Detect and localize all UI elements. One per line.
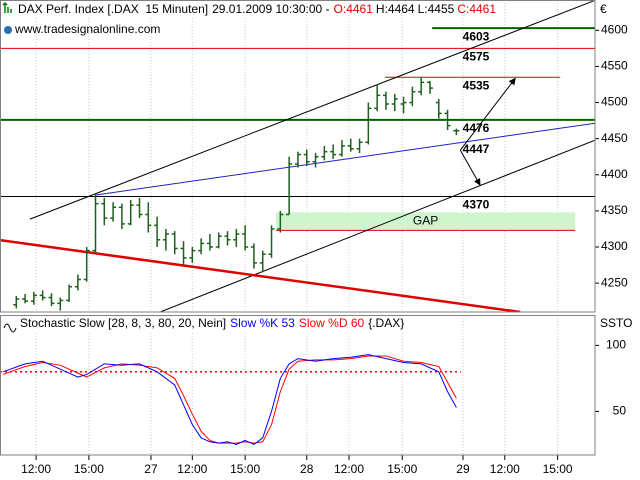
- x-tick-label: 27: [144, 462, 158, 476]
- source: www.tradesignalonline.com: [14, 22, 160, 36]
- close: C:4461: [457, 2, 496, 16]
- open: O:4461: [334, 2, 374, 16]
- overlay: 12:00 15:00 27 12:00 15:00 28 12:00 15:00 29 12:0…: [21, 23, 628, 477]
- series-line: [2, 354, 457, 446]
- x-tick-label: 15:00: [230, 462, 260, 476]
- arrow: [459, 77, 516, 151]
- gap-label: GAP: [413, 214, 438, 228]
- stochastic-frame: [0, 315, 596, 456]
- trendline: [160, 139, 595, 312]
- header: DAX Perf. Index [.DAX 15 Minuten] 29.01.2…: [18, 2, 496, 16]
- x-tick-label: 15:00: [387, 462, 417, 476]
- price-frame: [0, 0, 596, 313]
- price-plot: GAP: [0, 0, 595, 312]
- legend-bg: [1, 316, 421, 332]
- title: DAX Perf. Index [.DAX 15 Minuten]: [18, 2, 208, 16]
- high: H:4464: [376, 2, 415, 16]
- y-tick-label: 50: [613, 404, 627, 418]
- symbol: {.DAX}: [368, 316, 404, 330]
- y-tick-label: 4350: [601, 203, 628, 217]
- level-label: 4535: [463, 78, 490, 92]
- legend-entry: Slow %K 53: [230, 316, 295, 330]
- x-tick-label: 12:00: [21, 462, 51, 476]
- gap-zone: [275, 212, 576, 231]
- logo-icon: [2, 1, 12, 13]
- x-tick-label: 29: [456, 462, 470, 476]
- y-tick-label: 4450: [601, 131, 628, 145]
- x-tick-label: 15:00: [74, 462, 104, 476]
- source-icon: [4, 26, 12, 34]
- x-tick-label: 12:00: [490, 462, 520, 476]
- y-tick-label: 4400: [601, 167, 628, 181]
- level-label: 4370: [463, 198, 490, 212]
- stochastic-plot: [0, 315, 559, 455]
- y-tick-label: 100: [606, 338, 626, 352]
- arrow: [459, 149, 481, 186]
- level-label: 4603: [463, 29, 490, 43]
- level-label: 4476: [463, 121, 490, 135]
- x-tick-label: 12:00: [334, 462, 364, 476]
- level-label: 4575: [463, 50, 490, 64]
- x-tick-label: 28: [300, 462, 314, 476]
- trendline: [94, 122, 595, 196]
- indicator-title: Stochastic Slow [28, 8, 3, 80, 20, Nein]: [20, 316, 226, 330]
- indicator-icon: [3, 323, 17, 333]
- header-bg: [1, 1, 301, 17]
- datetime: 29.01.2009 10:30:00 -: [212, 2, 329, 16]
- legend: Stochastic Slow [28, 8, 3, 80, 20, Nein]…: [20, 316, 404, 330]
- legend-entry: Slow %D 60: [299, 316, 365, 330]
- y-tick-label: 4500: [601, 95, 628, 109]
- y-tick-label: 4250: [601, 275, 628, 289]
- indicator-label: SSTO: [600, 316, 632, 330]
- y-tick-label: 4300: [601, 239, 628, 253]
- low: L:4455: [418, 2, 455, 16]
- x-tick-label: 15:00: [543, 462, 573, 476]
- y-tick-label: 4550: [601, 59, 628, 73]
- y-tick-label: 4600: [601, 23, 628, 37]
- x-tick-label: 12:00: [177, 462, 207, 476]
- trendline: [29, 0, 595, 220]
- level-label: 4447: [463, 142, 490, 156]
- unit: €: [600, 2, 607, 16]
